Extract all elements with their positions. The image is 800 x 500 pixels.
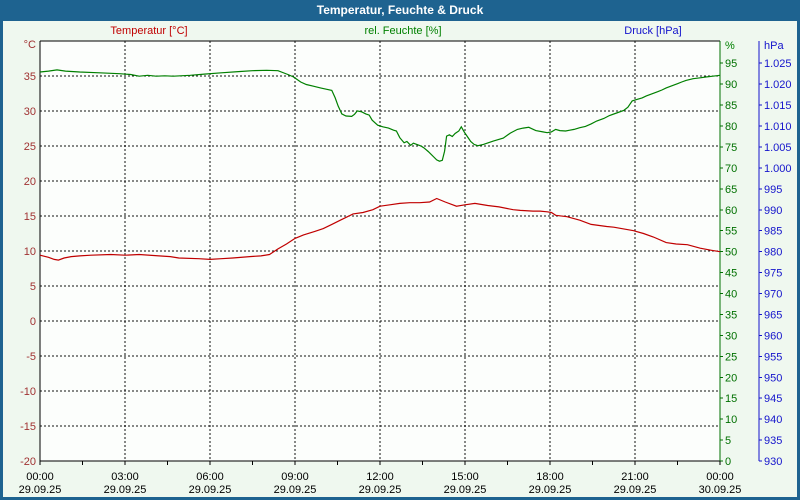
humidity-tick-label: 25 [725,351,737,363]
pressure-tick-label: 955 [764,351,782,363]
humidity-tick-label: 55 [725,226,737,238]
x-date-label: 29.09.25 [19,484,62,496]
window-title: Temperatur, Feuchte & Druck [316,3,484,17]
humidity-tick-label: 40 [725,289,737,301]
humidity-axis-unit: % [725,40,735,52]
temperature-axis-unit: °C [23,39,36,51]
x-time-label: 06:00 [196,471,224,483]
pressure-tick-label: 930 [764,456,782,468]
humidity-tick-label: 70 [725,163,737,175]
temperature-tick-label: 10 [24,246,36,258]
x-date-label: 29.09.25 [104,484,147,496]
window-titlebar: Temperatur, Feuchte & Druck [0,0,800,21]
humidity-tick-label: 0 [725,456,731,468]
humidity-tick-label: 60 [725,205,737,217]
pressure-tick-label: 970 [764,289,782,301]
pressure-tick-label: 940 [764,414,782,426]
temperature-tick-label: -5 [26,351,36,363]
pressure-tick-label: 960 [764,330,782,342]
humidity-tick-label: 5 [725,435,731,447]
x-time-label: 21:00 [621,471,649,483]
pressure-tick-label: 1.020 [764,79,792,91]
x-date-label: 29.09.25 [529,484,572,496]
humidity-tick-label: 20 [725,372,737,384]
temperature-tick-label: 35 [24,71,36,83]
humidity-tick-label: 65 [725,184,737,196]
x-date-label: 29.09.25 [444,484,487,496]
humidity-tick-label: 45 [725,268,737,280]
pressure-tick-label: 995 [764,184,782,196]
humidity-tick-label: 95 [725,58,737,70]
legend-temperature: Temperatur [°C] [110,25,188,37]
pressure-tick-label: 1.015 [764,100,792,112]
pressure-tick-label: 980 [764,247,782,259]
x-date-label: 29.09.25 [189,484,232,496]
x-time-label: 03:00 [111,471,139,483]
pressure-tick-label: 950 [764,372,782,384]
pressure-tick-label: 1.010 [764,121,792,133]
temperature-tick-label: -20 [20,456,36,468]
x-date-label: 30.09.25 [699,484,742,496]
x-time-label: 18:00 [536,471,564,483]
pressure-axis-unit: hPa [764,40,784,52]
pressure-tick-label: 945 [764,393,782,405]
temperature-line [39,197,721,261]
x-time-label: 09:00 [281,471,309,483]
temperature-tick-label: -10 [20,386,36,398]
humidity-tick-label: 30 [725,330,737,342]
temperature-tick-label: 25 [24,141,36,153]
temperature-tick-label: 30 [24,106,36,118]
legend-pressure: Druck [hPa] [624,25,682,37]
humidity-tick-label: 85 [725,100,737,112]
humidity-line [39,69,721,162]
temperature-tick-label: -15 [20,421,36,433]
humidity-tick-label: 10 [725,414,737,426]
pressure-tick-label: 975 [764,268,782,280]
x-date-label: 29.09.25 [359,484,402,496]
temperature-tick-label: 15 [24,211,36,223]
humidity-tick-label: 80 [725,121,737,133]
pressure-tick-label: 1.005 [764,142,792,154]
pressure-tick-label: 990 [764,205,782,217]
x-time-label: 15:00 [451,471,479,483]
humidity-tick-label: 90 [725,79,737,91]
legend-humidity: rel. Feuchte [%] [364,25,442,37]
humidity-tick-label: 35 [725,309,737,321]
humidity-tick-label: 15 [725,393,737,405]
pressure-tick-label: 1.000 [764,163,792,175]
pressure-tick-label: 1.025 [764,58,792,70]
temperature-tick-label: 0 [30,316,36,328]
humidity-tick-label: 50 [725,247,737,259]
x-time-label: 12:00 [366,471,394,483]
temperature-tick-label: 20 [24,176,36,188]
x-time-label: 00:00 [706,471,734,483]
x-date-label: 29.09.25 [274,484,317,496]
temperature-tick-label: 5 [30,281,36,293]
pressure-tick-label: 935 [764,435,782,447]
humidity-tick-label: 75 [725,142,737,154]
pressure-tick-label: 985 [764,226,782,238]
pressure-tick-label: 965 [764,309,782,321]
x-date-label: 29.09.25 [614,484,657,496]
x-time-label: 00:00 [26,471,54,483]
